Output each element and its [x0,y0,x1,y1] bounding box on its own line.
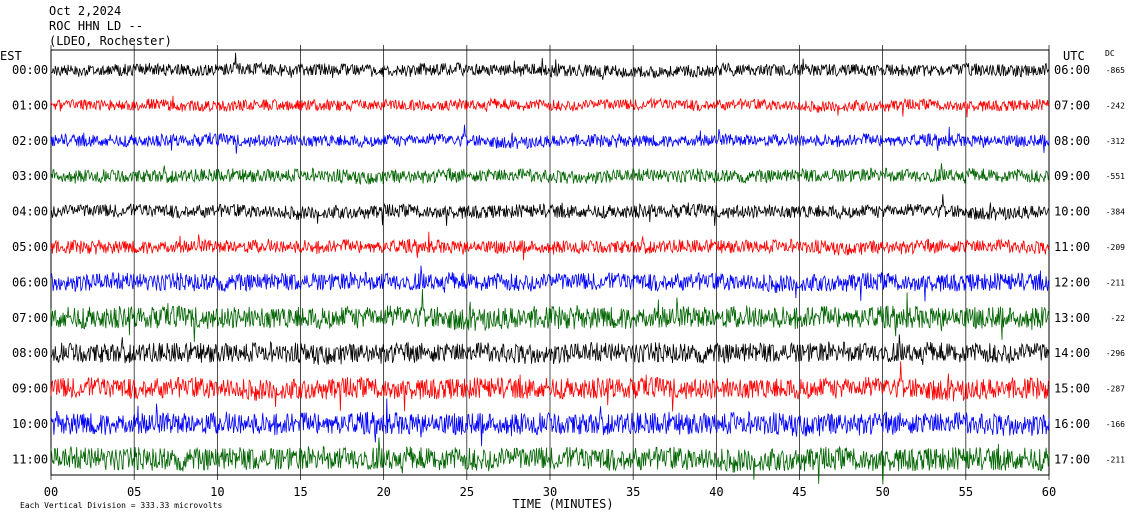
x-tick-label: 10 [210,485,224,499]
grid-lines [50,45,1050,480]
x-tick-label: 05 [127,485,141,499]
dc-offset-label: -166 [1106,420,1125,429]
dc-offset-label: -209 [1106,243,1125,252]
dc-offset-label: -551 [1106,172,1125,181]
trace-line [50,52,1050,80]
dc-offset-label: -22 [1111,314,1126,323]
trace-line [50,194,1050,226]
dc-offset-label: -865 [1106,66,1125,75]
dc-offset-label: -312 [1106,137,1125,146]
x-tick-label: 40 [709,485,723,499]
x-tick-label: 55 [959,485,973,499]
utc-hour-label: 14:00 [1054,346,1090,360]
footer-scale-label: Each Vertical Division = 333.33 microvol… [20,501,222,510]
dc-offset-labels: -865 -242 -312 -551 -384 -209 -211 -22 -296 -287 -… [1106,66,1125,464]
utc-hour-labels: 06:00 07:00 08:00 09:00 10:00 11:00 12:00 13:00… [1054,63,1090,466]
dc-offset-label: -242 [1106,101,1125,110]
est-hour-label: 05:00 [12,240,48,254]
dc-offset-label: -211 [1106,455,1125,464]
x-tick-label: 20 [376,485,390,499]
est-hour-label: 00:00 [12,63,48,77]
left-timezone-label: EST [0,49,22,63]
utc-hour-label: 13:00 [1054,311,1090,325]
est-hour-label: 01:00 [12,98,48,112]
est-hour-label: 07:00 [12,311,48,325]
est-hour-label: 03:00 [12,169,48,183]
dc-header-label: DC [1105,49,1115,58]
utc-hour-label: 15:00 [1054,382,1090,396]
x-tick-labels: 00 05 10 15 20 25 30 35 40 45 50 55 60 [44,485,1056,499]
x-axis-label: TIME (MINUTES) [512,497,613,511]
est-hour-label: 08:00 [12,346,48,360]
est-hour-label: 10:00 [12,417,48,431]
est-hour-label: 06:00 [12,275,48,289]
dc-offset-label: -384 [1106,208,1125,217]
dc-offset-label: -287 [1106,385,1125,394]
right-timezone-label: UTC [1063,49,1085,63]
trace-line [50,398,1050,447]
utc-hour-label: 08:00 [1054,134,1090,148]
trace-line [50,231,1050,261]
x-tick-label: 35 [626,485,640,499]
trace-line [50,265,1050,302]
network-label: (LDEO, Rochester) [49,34,172,48]
utc-hour-label: 10:00 [1054,205,1090,219]
est-hour-label: 11:00 [12,452,48,466]
utc-hour-label: 12:00 [1054,275,1090,289]
x-tick-label: 25 [460,485,474,499]
trace-line [50,334,1050,366]
utc-hour-label: 17:00 [1054,452,1090,466]
x-tick-label: 00 [44,485,58,499]
est-hour-label: 02:00 [12,134,48,148]
utc-hour-label: 11:00 [1054,240,1090,254]
x-tick-label: 50 [875,485,889,499]
dc-offset-label: -211 [1106,278,1125,287]
trace-line [50,437,1050,485]
x-tick-label: 45 [792,485,806,499]
x-tick-label: 30 [543,485,557,499]
utc-hour-label: 16:00 [1054,417,1090,431]
trace-group [50,52,1050,485]
trace-line [50,95,1050,118]
utc-hour-label: 09:00 [1054,169,1090,183]
utc-hour-label: 06:00 [1054,63,1090,77]
trace-line [50,288,1050,342]
x-tick-label: 15 [293,485,307,499]
est-hour-label: 04:00 [12,205,48,219]
utc-hour-label: 07:00 [1054,98,1090,112]
trace-line [50,361,1050,412]
est-hour-labels: 00:00 01:00 02:00 03:00 04:00 05:00 06:00 07:00… [12,63,48,466]
x-tick-label: 60 [1042,485,1056,499]
station-label: ROC HHN LD -- [49,19,143,33]
trace-line [50,124,1050,154]
date-label: Oct 2,2024 [49,4,121,18]
est-hour-label: 09:00 [12,382,48,396]
dc-offset-label: -296 [1106,349,1125,358]
trace-line [50,163,1050,185]
